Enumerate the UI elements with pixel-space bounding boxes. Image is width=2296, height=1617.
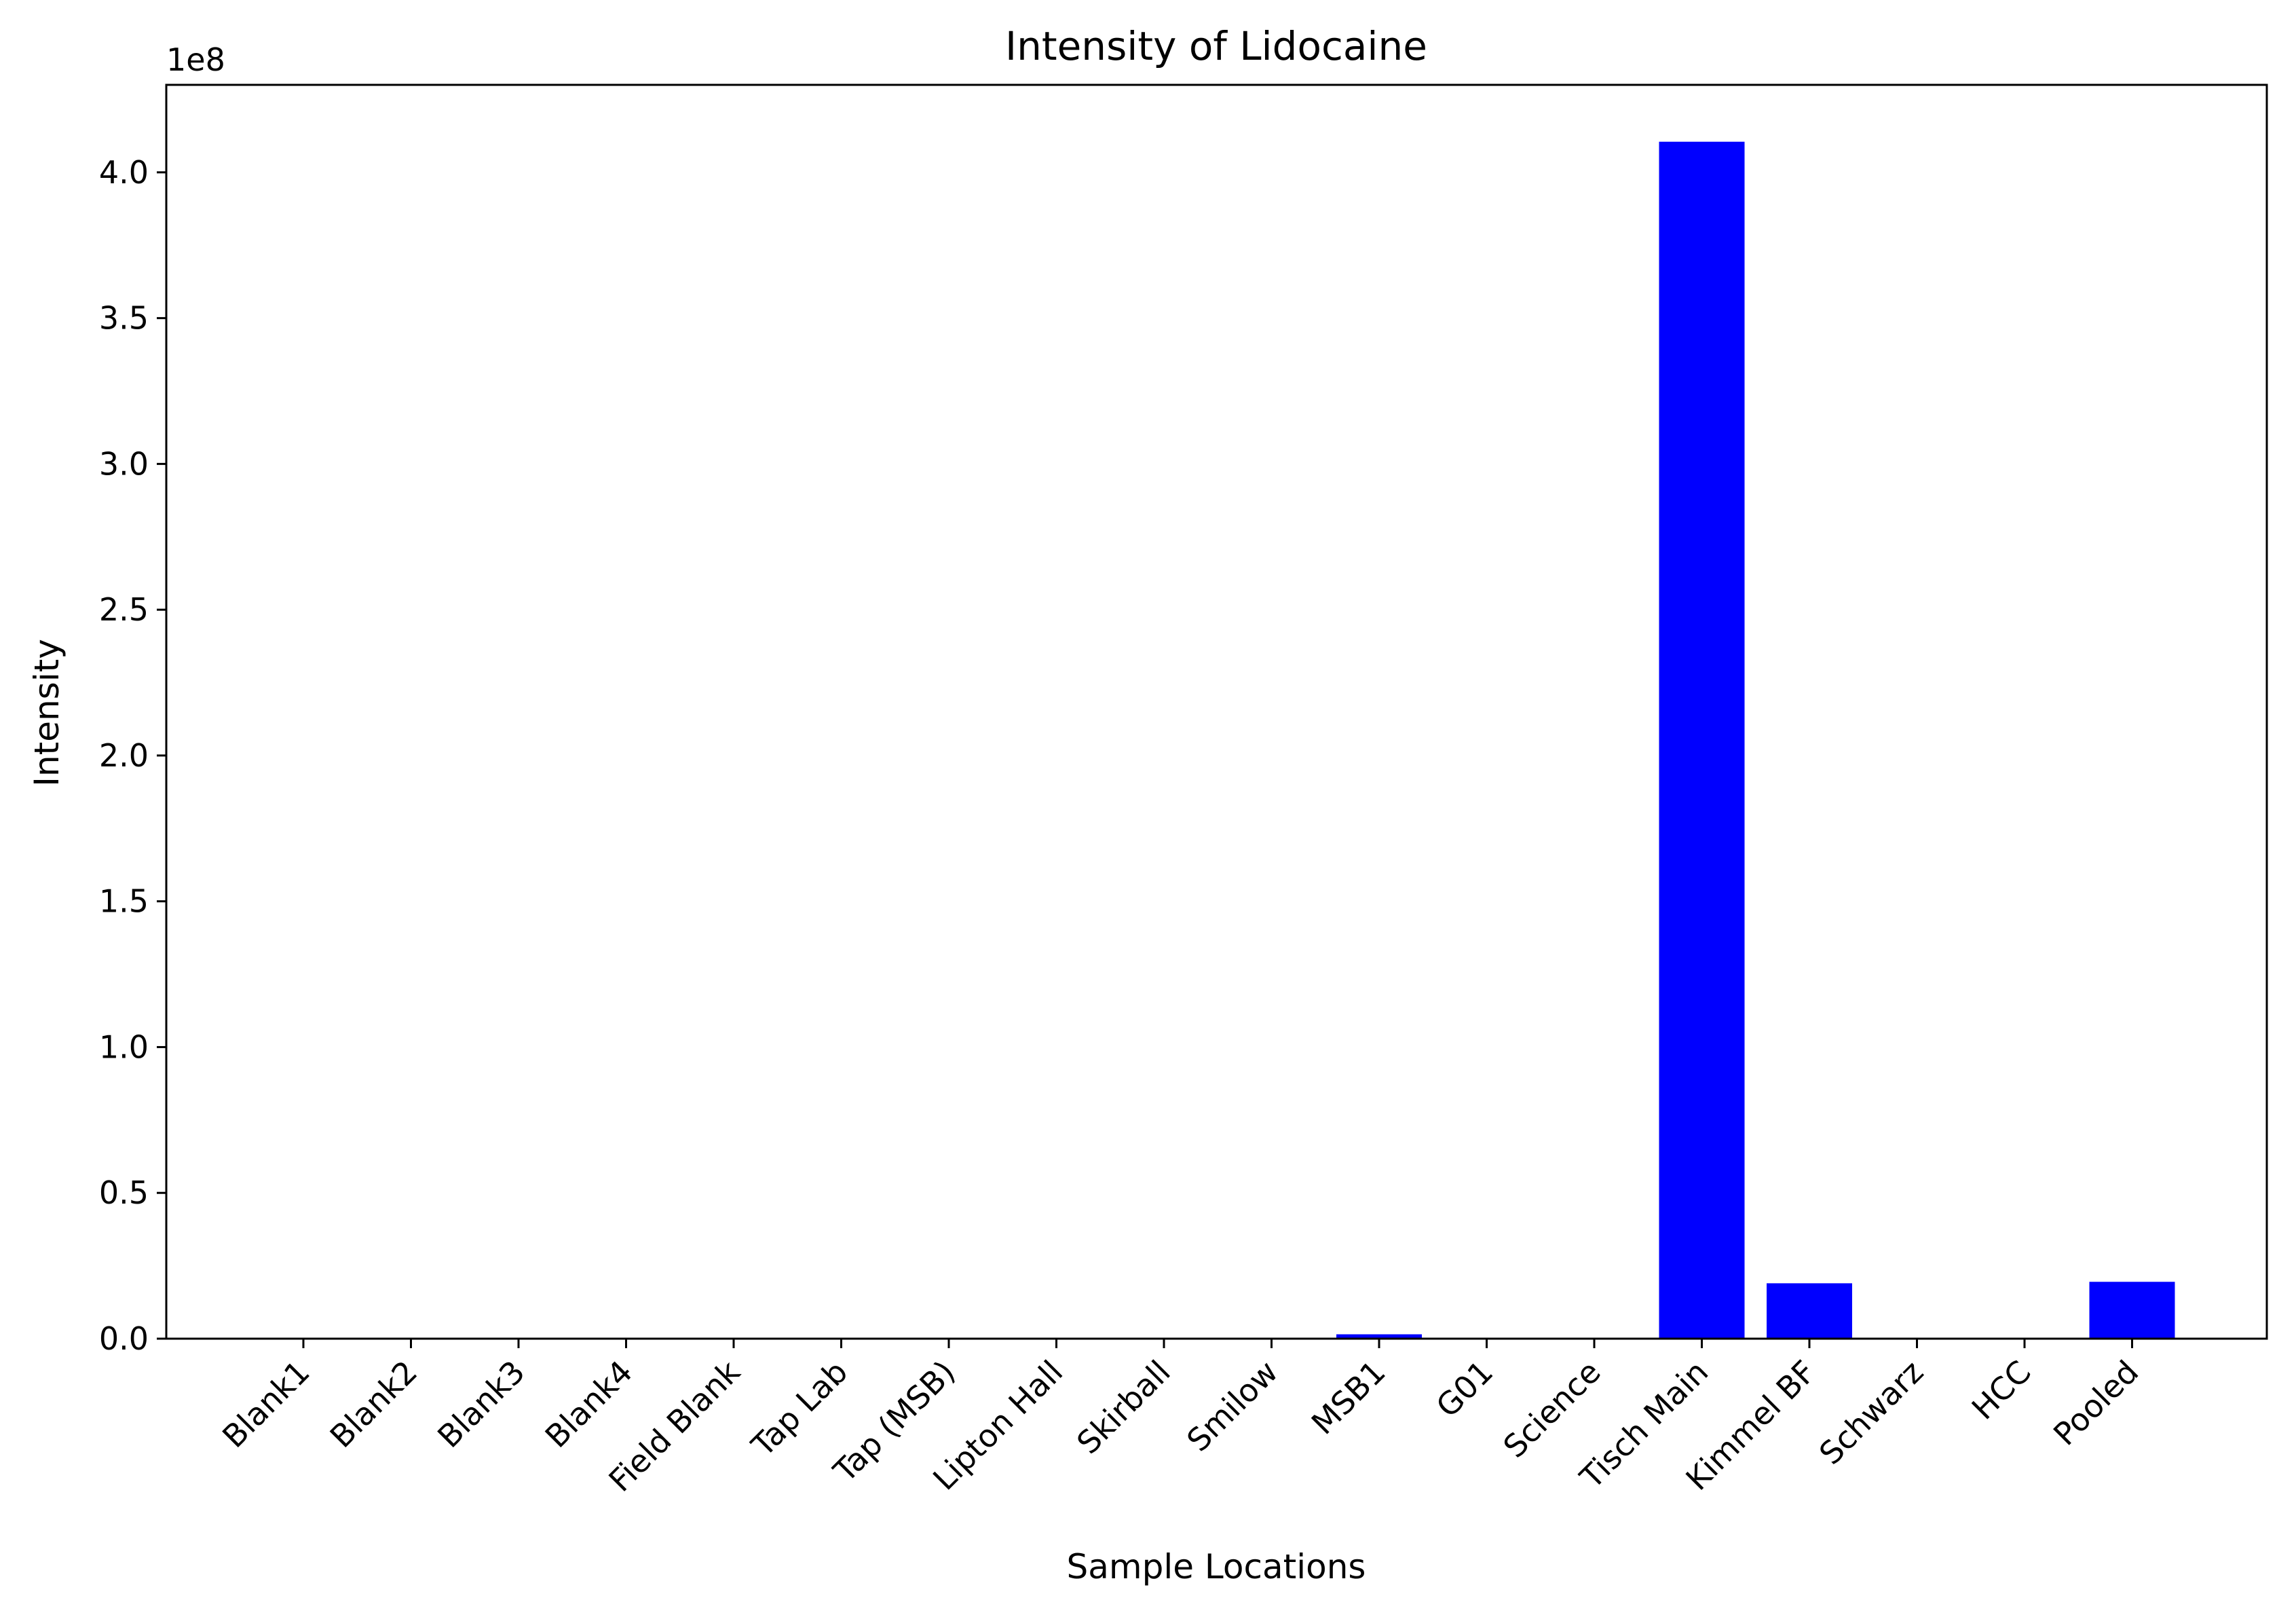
bar [1336, 1334, 1422, 1339]
y-axis: 0.0 0.5 1.0 1.5 2.0 2.5 3.0 3.5 4.0 [99, 154, 166, 1357]
y-tick-label: 0.5 [99, 1174, 149, 1211]
y-tick-label: 1.5 [99, 883, 149, 920]
plot-frame [165, 83, 2268, 1340]
bars-group [1336, 141, 2175, 1339]
y-tick-label: 3.5 [99, 300, 149, 337]
x-tick-label: Blank3 [430, 1354, 532, 1455]
bar [2089, 1282, 2175, 1339]
chart-title: Intensity of Lidocaine [1005, 23, 1427, 69]
y-tick-label: 3.0 [99, 445, 149, 482]
x-tick-label: Pooled [2046, 1354, 2145, 1453]
x-tick-label: Skirball [1070, 1354, 1178, 1462]
x-tick-label: HCC [1965, 1354, 2038, 1427]
y-tick-label: 1.0 [99, 1028, 149, 1065]
x-tick-label: Schwarz [1812, 1354, 1930, 1472]
bar [1767, 1283, 1852, 1339]
x-axis-label: Sample Locations [1067, 1547, 1366, 1586]
x-tick-label: Blank4 [538, 1354, 640, 1455]
y-offset-label: 1e8 [166, 41, 225, 78]
x-tick-label: G01 [1429, 1354, 1500, 1425]
y-tick-label: 0.0 [99, 1320, 149, 1357]
x-tick-label: Blank2 [323, 1354, 425, 1455]
y-axis-label: Intensity [27, 639, 67, 787]
x-tick-label: Science [1496, 1354, 1607, 1465]
x-tick-label: Smilow [1180, 1354, 1285, 1459]
y-tick-label: 2.5 [99, 591, 149, 628]
x-tick-label: Tap Lab [744, 1354, 854, 1464]
x-tick-label: MSB1 [1304, 1354, 1393, 1442]
y-tick-label: 4.0 [99, 154, 149, 191]
x-tick-label: Blank1 [215, 1354, 317, 1455]
y-tick-label: 2.0 [99, 737, 149, 774]
bar [1659, 141, 1745, 1339]
